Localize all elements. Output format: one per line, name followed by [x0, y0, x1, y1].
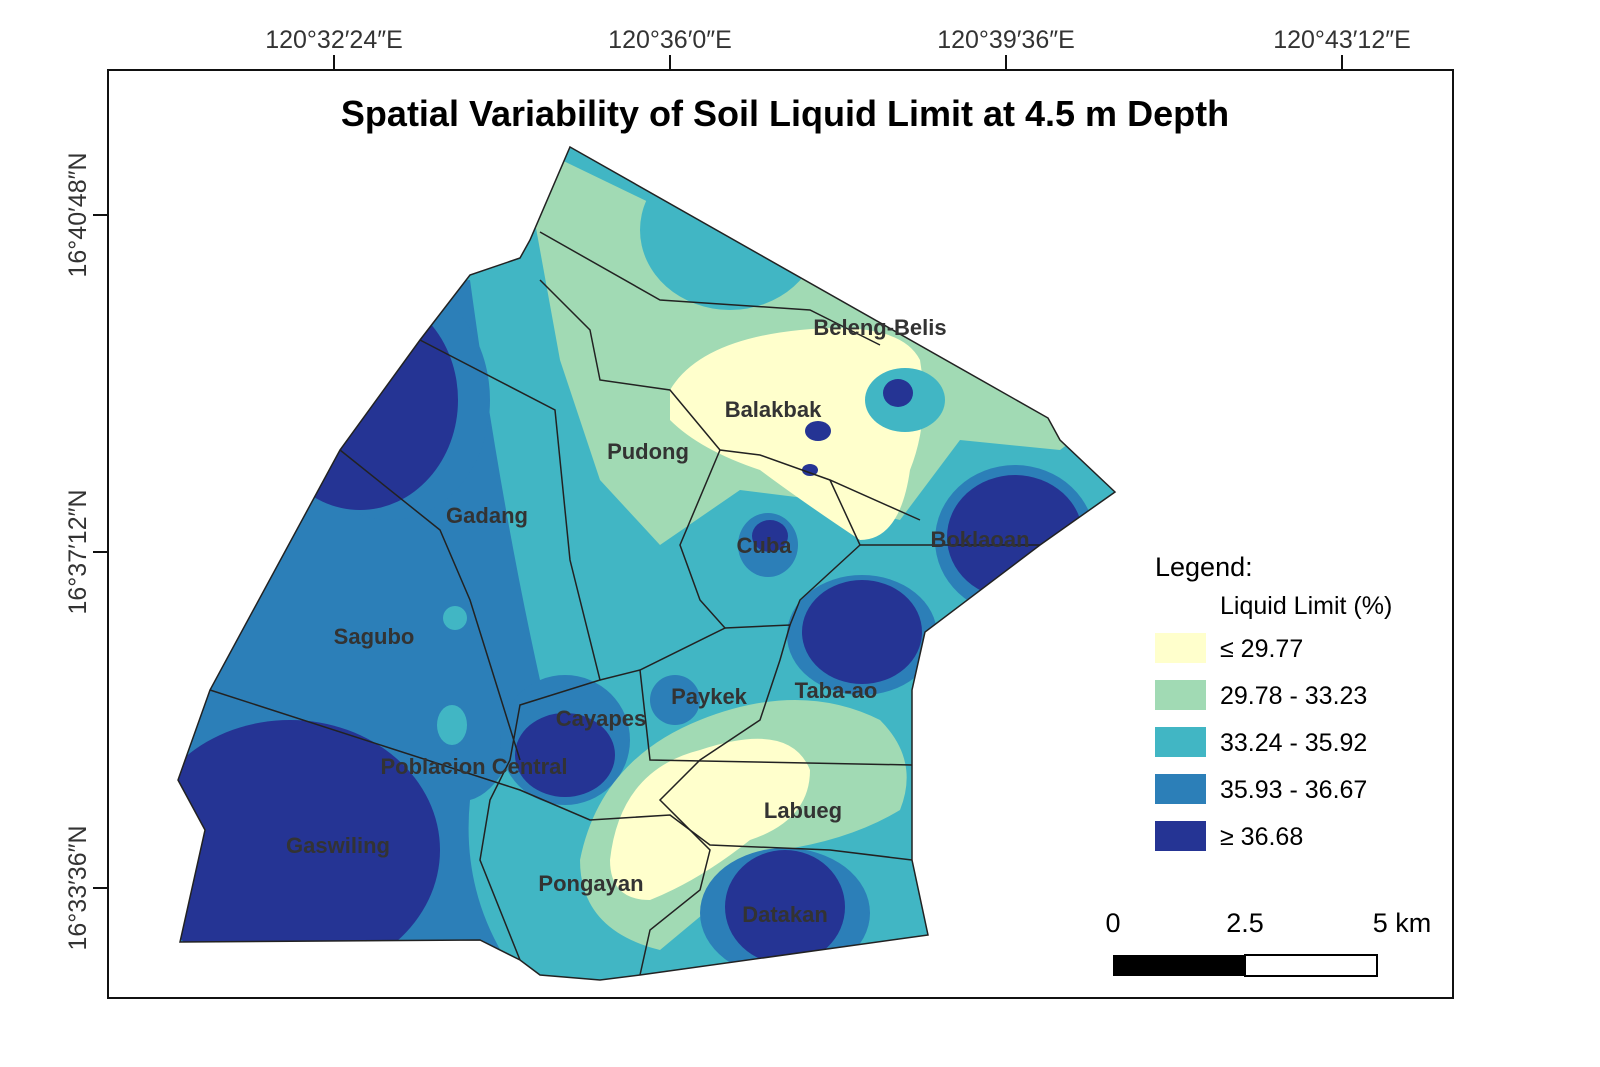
latitude-label: 16°40′48″N: [64, 152, 92, 277]
longitude-label: 120°36′0″E: [608, 26, 732, 54]
place-label: Boklaoan: [930, 527, 1029, 552]
legend-swatch: [1155, 633, 1206, 663]
legend-swatch: [1155, 774, 1206, 804]
map-frame: [107, 69, 1454, 999]
interpolated-surface: [178, 147, 1115, 980]
place-label: Datakan: [742, 902, 828, 927]
legend-swatch: [1155, 680, 1206, 710]
legend: Legend: Liquid Limit (%) ≤ 29.77 29.78 - …: [1155, 552, 1392, 851]
scale-label: 2.5: [1226, 908, 1264, 938]
place-label: Cuba: [737, 533, 793, 558]
scale-segment: [1113, 955, 1245, 976]
scale-segment: [1244, 954, 1378, 977]
legend-swatch: [1155, 727, 1206, 757]
place-label: Gaswiling: [286, 833, 390, 858]
legend-label: 33.24 - 35.92: [1220, 729, 1367, 757]
scale-label: 0: [1105, 908, 1120, 938]
place-label: Paykek: [671, 684, 748, 709]
barangay-boundaries: [177, 145, 1117, 981]
scale-bar: 0 2.5 5 km: [1105, 908, 1432, 977]
longitude-label: 120°32′24″E: [265, 26, 403, 54]
longitude-label: 120°39′36″E: [937, 26, 1075, 54]
latitude-label: 16°33′36″N: [64, 825, 92, 950]
place-labels: Beleng-Belis Balakbak Pudong Gadang Cuba…: [286, 315, 1029, 927]
place-label: Sagubo: [334, 624, 415, 649]
place-label: Poblacion Central: [380, 754, 567, 779]
place-label: Labueg: [764, 798, 842, 823]
legend-subtitle: Liquid Limit (%): [1220, 592, 1392, 620]
legend-label: ≤ 29.77: [1220, 635, 1303, 663]
place-label: Pongayan: [538, 871, 643, 896]
legend-label: 29.78 - 33.23: [1220, 682, 1367, 710]
place-label: Beleng-Belis: [813, 315, 946, 340]
legend-label: 35.93 - 36.67: [1220, 776, 1367, 804]
place-label: Pudong: [607, 439, 689, 464]
scale-label: 5 km: [1373, 908, 1432, 938]
latitude-label: 16°37′12″N: [64, 489, 92, 614]
place-label: Taba-ao: [795, 678, 878, 703]
legend-swatch: [1155, 821, 1206, 851]
legend-label: ≥ 36.68: [1220, 823, 1303, 851]
longitude-label: 120°43′12″E: [1273, 26, 1411, 54]
place-label: Cayapes: [556, 706, 647, 731]
legend-title: Legend:: [1155, 552, 1253, 582]
map-title: Spatial Variability of Soil Liquid Limit…: [341, 93, 1229, 134]
place-label: Balakbak: [725, 397, 822, 422]
place-label: Gadang: [446, 503, 528, 528]
